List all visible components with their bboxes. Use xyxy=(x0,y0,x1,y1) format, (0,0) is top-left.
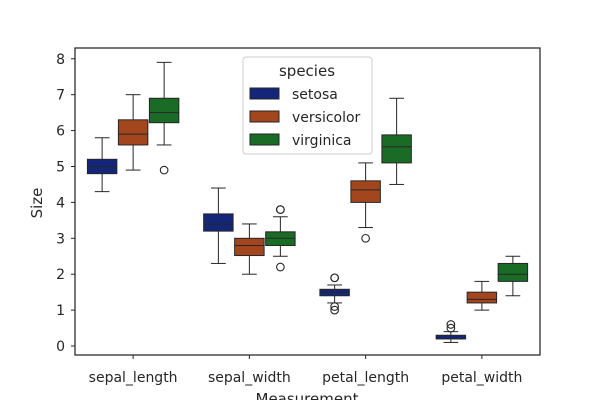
x-axis-label: Measurement xyxy=(256,390,359,400)
x-axis: sepal_length sepal_width petal_length petal… xyxy=(89,355,522,386)
y-tick-label: 0 xyxy=(56,339,65,355)
outlier-point xyxy=(361,233,370,243)
box-setosa-petal_length xyxy=(319,273,350,315)
plot-content xyxy=(86,61,529,343)
outlier-point xyxy=(276,262,285,272)
box-body xyxy=(466,291,498,304)
outlier-point xyxy=(159,165,169,175)
x-tick-label: petal_width xyxy=(441,370,522,386)
y-tick-label: 4 xyxy=(56,195,65,211)
y-tick-label: 8 xyxy=(56,52,65,68)
y-tick-label: 3 xyxy=(56,231,65,247)
box-body xyxy=(435,334,467,340)
box-versicolor-petal_length xyxy=(350,162,381,243)
box-versicolor-petal_width xyxy=(466,280,498,311)
legend-swatch-setosa xyxy=(249,87,280,100)
legend-swatch-virginica xyxy=(249,133,280,146)
box-virginica-sepal_length xyxy=(148,61,180,175)
box-virginica-petal_width xyxy=(497,255,529,297)
legend-frame xyxy=(242,56,373,155)
box-body xyxy=(203,213,234,232)
box-virginica-sepal_width xyxy=(265,205,296,272)
box-versicolor-sepal_length xyxy=(117,94,149,171)
x-tick-label: petal_length xyxy=(322,370,409,386)
y-axis: 0 1 2 3 4 5 6 7 8 xyxy=(56,52,75,355)
y-tick-label: 7 xyxy=(56,88,65,104)
box-body xyxy=(350,180,381,203)
box-body xyxy=(234,237,265,257)
box-versicolor-sepal_width xyxy=(234,223,265,275)
box-setosa-sepal_length xyxy=(86,137,118,193)
y-axis-label: Size xyxy=(28,188,46,219)
box-setosa-sepal_width xyxy=(203,187,234,264)
legend-swatch-versicolor xyxy=(249,110,280,123)
outlier-point xyxy=(446,320,456,329)
box-body xyxy=(381,134,412,164)
y-tick-label: 2 xyxy=(56,267,65,283)
y-tick-label: 6 xyxy=(56,124,65,140)
legend: species setosa versicolor virginica xyxy=(242,56,373,155)
outlier-point xyxy=(330,302,339,311)
outlier-point xyxy=(446,323,456,333)
legend-entries: setosa versicolor virginica xyxy=(249,87,361,149)
box-body xyxy=(117,119,149,146)
legend-label-versicolor: versicolor xyxy=(292,110,361,126)
outlier-point xyxy=(276,205,285,214)
box-virginica-petal_length xyxy=(381,97,412,185)
outlier-point xyxy=(330,273,339,283)
x-tick-label: sepal_length xyxy=(89,370,178,386)
plot-frame xyxy=(74,47,541,356)
x-tick-label: sepal_width xyxy=(208,370,291,386)
y-tick-label: 5 xyxy=(56,159,65,175)
box-setosa-petal_width xyxy=(435,320,467,343)
legend-title: species xyxy=(279,62,335,80)
y-tick-label: 1 xyxy=(56,303,65,319)
outlier-point xyxy=(330,305,339,315)
box-body xyxy=(497,262,529,282)
legend-label-setosa: setosa xyxy=(292,87,338,103)
legend-label-virginica: virginica xyxy=(292,133,352,149)
box-body xyxy=(148,97,180,124)
